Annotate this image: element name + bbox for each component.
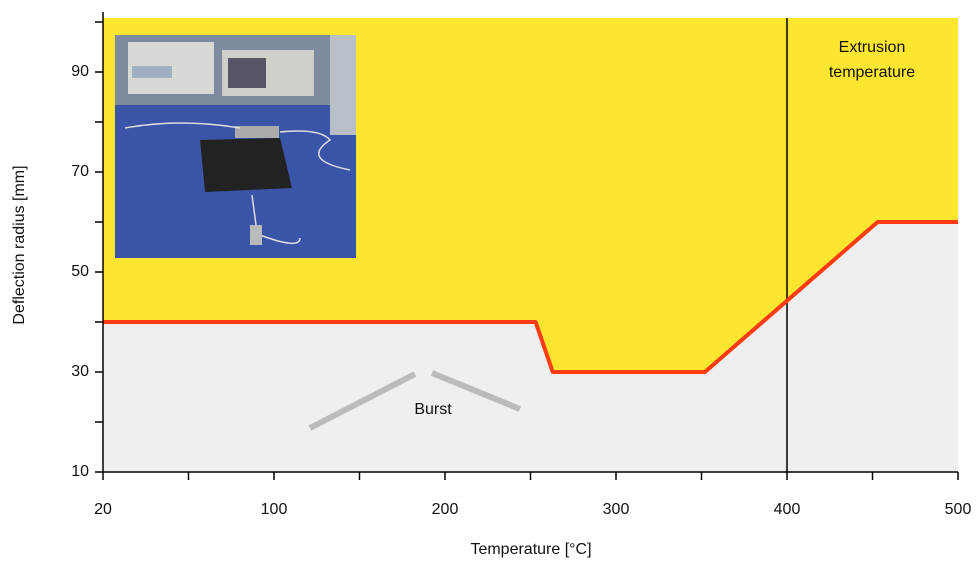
line bbox=[103, 220, 958, 374]
x-axis-label: Temperature [°C] bbox=[470, 541, 591, 558]
y-axis-label: Deflection radius [mm] bbox=[11, 165, 28, 324]
x-tick-label: 300 bbox=[603, 501, 630, 518]
inset-photo bbox=[115, 35, 356, 258]
vline-label: Extrusion bbox=[839, 39, 906, 56]
area-below bbox=[103, 222, 958, 472]
x-tick-label: 200 bbox=[432, 501, 459, 518]
y-tick-label: 10 bbox=[71, 463, 89, 480]
vline-label: temperature bbox=[829, 64, 915, 81]
x-tick-label: 400 bbox=[774, 501, 801, 518]
x-tick-label: 100 bbox=[261, 501, 288, 518]
burst-arrow bbox=[308, 371, 417, 431]
burst-arrow bbox=[430, 370, 522, 412]
y-tick-label: 50 bbox=[71, 263, 89, 280]
y-tick-label: 70 bbox=[71, 163, 89, 180]
x-tick-label: 20 bbox=[94, 501, 112, 518]
y-tick-label: 90 bbox=[71, 63, 89, 80]
x-tick-label: 500 bbox=[945, 501, 972, 518]
y-tick-label: 30 bbox=[71, 363, 89, 380]
annotation: Burst bbox=[414, 401, 452, 418]
